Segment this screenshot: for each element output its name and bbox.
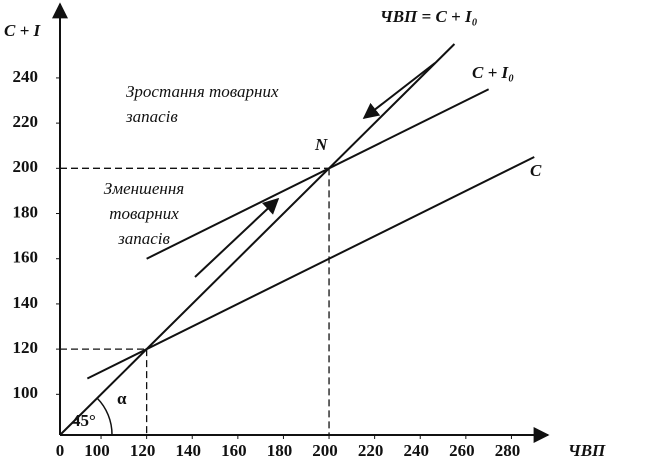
annotation: Зростання товарних [126,82,279,101]
x-axis-title: ЧВП [568,441,606,460]
x-tick-label: 120 [130,441,156,460]
x-tick-label: 180 [267,441,293,460]
x-tick-label: 260 [449,441,475,460]
y-tick-label: 240 [13,67,39,86]
annotation: запасів [117,229,170,248]
series-line [86,156,535,380]
x-tick-label: 220 [358,441,384,460]
x-tick-label: 160 [221,441,247,460]
annotation: Зменшення [104,179,184,198]
series-line [59,43,456,436]
series-label: ЧВП = C + I₀ [380,7,478,26]
y-tick-label: 100 [13,383,39,402]
x-tick-label: 200 [312,441,338,460]
y-tick-label: 220 [13,112,39,131]
arrow-down [362,62,436,119]
angle-label: α [117,389,127,408]
series-label: C [530,161,542,180]
series-line [146,88,490,260]
y-tick-label: 140 [13,293,39,312]
x-tick-label: 140 [175,441,201,460]
y-tick-label: 180 [13,202,39,221]
arrow-up [194,197,280,278]
x-tick-label: 100 [84,441,110,460]
y-tick-label: 120 [13,338,39,357]
annotation: товарних [109,204,179,223]
x-tick-label: 240 [403,441,429,460]
x-tick-label: 280 [495,441,521,460]
point-label: N [314,135,328,154]
angle-label: 45° [72,411,96,430]
y-axis-title: C + I [4,21,42,40]
angle-arc [96,397,113,436]
annotation: запасів [125,107,178,126]
y-tick-label: 200 [13,157,39,176]
series-label: C + I₀ [472,63,514,82]
origin-label: 0 [56,441,65,460]
y-tick-label: 160 [13,248,39,267]
